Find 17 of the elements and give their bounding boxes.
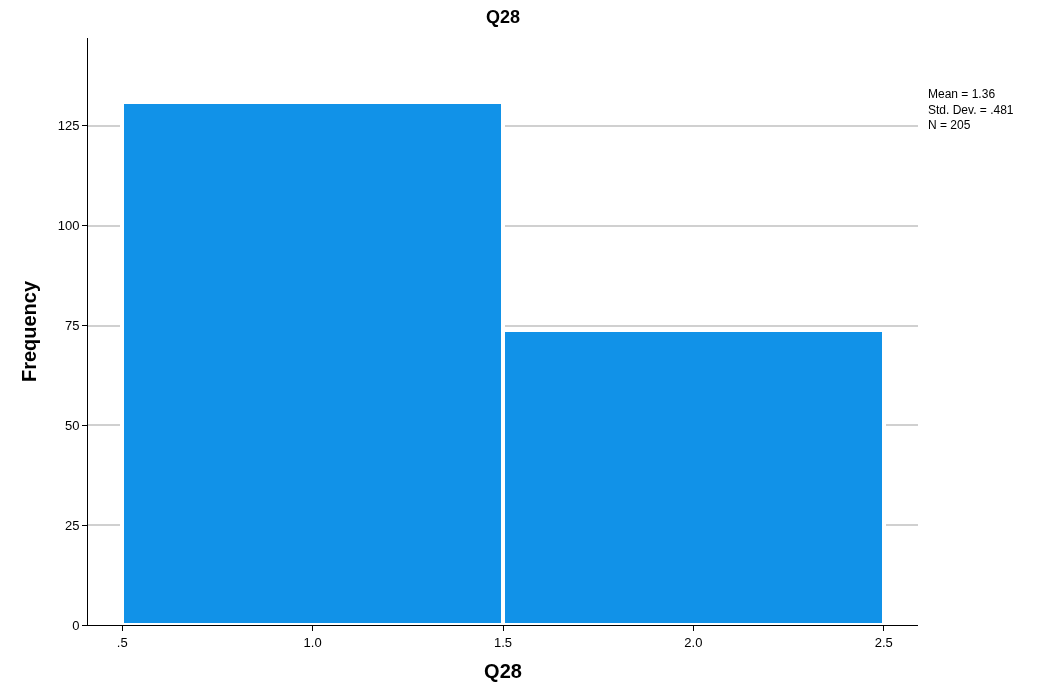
x-tick-label: 1.0 [303, 634, 322, 650]
y-tick-label: 125 [57, 118, 80, 134]
text: N = 205 [928, 118, 971, 133]
x-tick-label: 2.5 [874, 634, 893, 650]
x-tick-label: .5 [116, 634, 128, 650]
y-tick-label: 75 [64, 318, 80, 334]
x-tick-label: 2.0 [684, 634, 703, 650]
text: Std. Dev. = .481 [928, 102, 1014, 117]
y-tick-label: 50 [64, 417, 80, 433]
text: Mean = 1.36 [928, 87, 996, 101]
x-tick-label: 1.5 [493, 634, 513, 650]
y-axis-title: Frequency [18, 280, 41, 383]
y-tick-label: 0 [72, 617, 80, 633]
chart-title: Q28 [485, 7, 521, 28]
x-axis-title: Q28 [484, 660, 522, 683]
y-tick-label: 25 [64, 517, 80, 533]
y-tick-label: 100 [57, 218, 80, 234]
